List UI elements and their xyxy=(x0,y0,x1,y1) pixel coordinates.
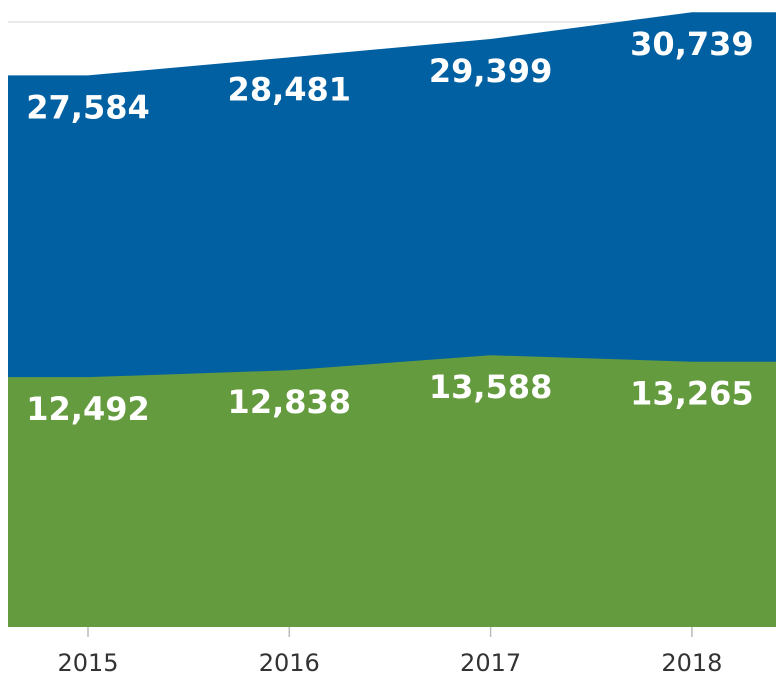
value-label: 30,739 xyxy=(630,25,753,63)
value-label: 13,265 xyxy=(630,375,753,413)
area xyxy=(8,355,776,627)
value-label: 29,399 xyxy=(429,52,552,90)
x-tick-label: 2015 xyxy=(57,649,118,677)
value-label: 12,492 xyxy=(26,390,149,428)
value-label: 12,838 xyxy=(228,383,351,421)
x-tick-label: 2017 xyxy=(460,649,521,677)
value-label: 27,584 xyxy=(26,88,149,126)
x-tick-label: 2016 xyxy=(259,649,320,677)
value-label: 28,481 xyxy=(228,70,351,108)
value-label: 13,588 xyxy=(429,368,552,406)
x-tick-label: 2018 xyxy=(661,649,722,677)
